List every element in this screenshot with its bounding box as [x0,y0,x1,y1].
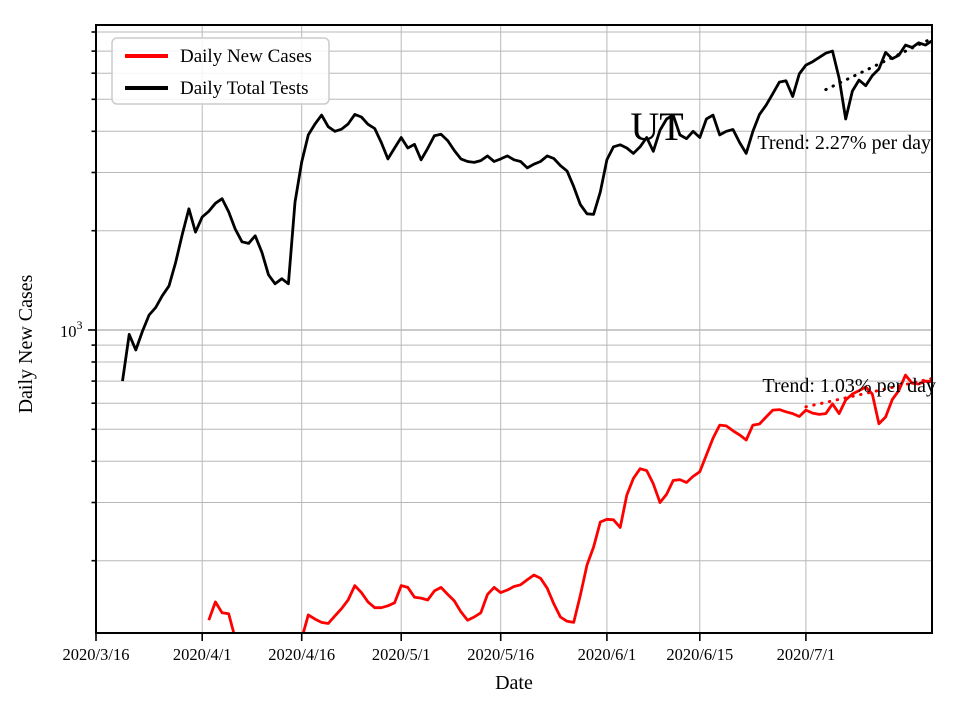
series-layer [121,36,932,633]
x-axis-label: Date [495,672,533,694]
axis-layer: 2020/3/16 2020/4/1 2020/4/16 2020/5/1 2020/5… [63,31,836,664]
legend-label-daily-total-tests: Daily Total Tests [180,78,309,99]
trend-annotation-cases: Trend: 1.03% per day [762,375,936,397]
y-tick-label-1000: 103 [60,318,83,341]
x-tick-label: 2020/4/1 [173,645,232,664]
trend-line-daily-new-cases [804,377,932,409]
x-tick-label: 2020/6/15 [666,645,733,664]
x-tick-label: 2020/6/1 [578,645,637,664]
y-axis-label: Daily New Cases [15,274,37,413]
x-tick-label: 2020/7/1 [777,645,836,664]
x-tick-label: 2020/5/1 [372,645,431,664]
state-label: UT [630,104,683,149]
series-line-daily-new-cases [207,373,932,633]
series-line-daily-total-tests [121,39,932,382]
grid-layer [95,25,932,633]
x-tick-label: 2020/4/16 [268,645,335,664]
x-tick-label: 2020/5/16 [467,645,534,664]
legend: Daily New Cases Daily Total Tests [111,37,330,105]
trend-annotation-tests: Trend: 2.27% per day [757,132,931,154]
x-tick-label: 2020/3/16 [63,645,130,664]
legend-label-daily-new-cases: Daily New Cases [180,46,312,67]
plot-frame [95,24,933,634]
